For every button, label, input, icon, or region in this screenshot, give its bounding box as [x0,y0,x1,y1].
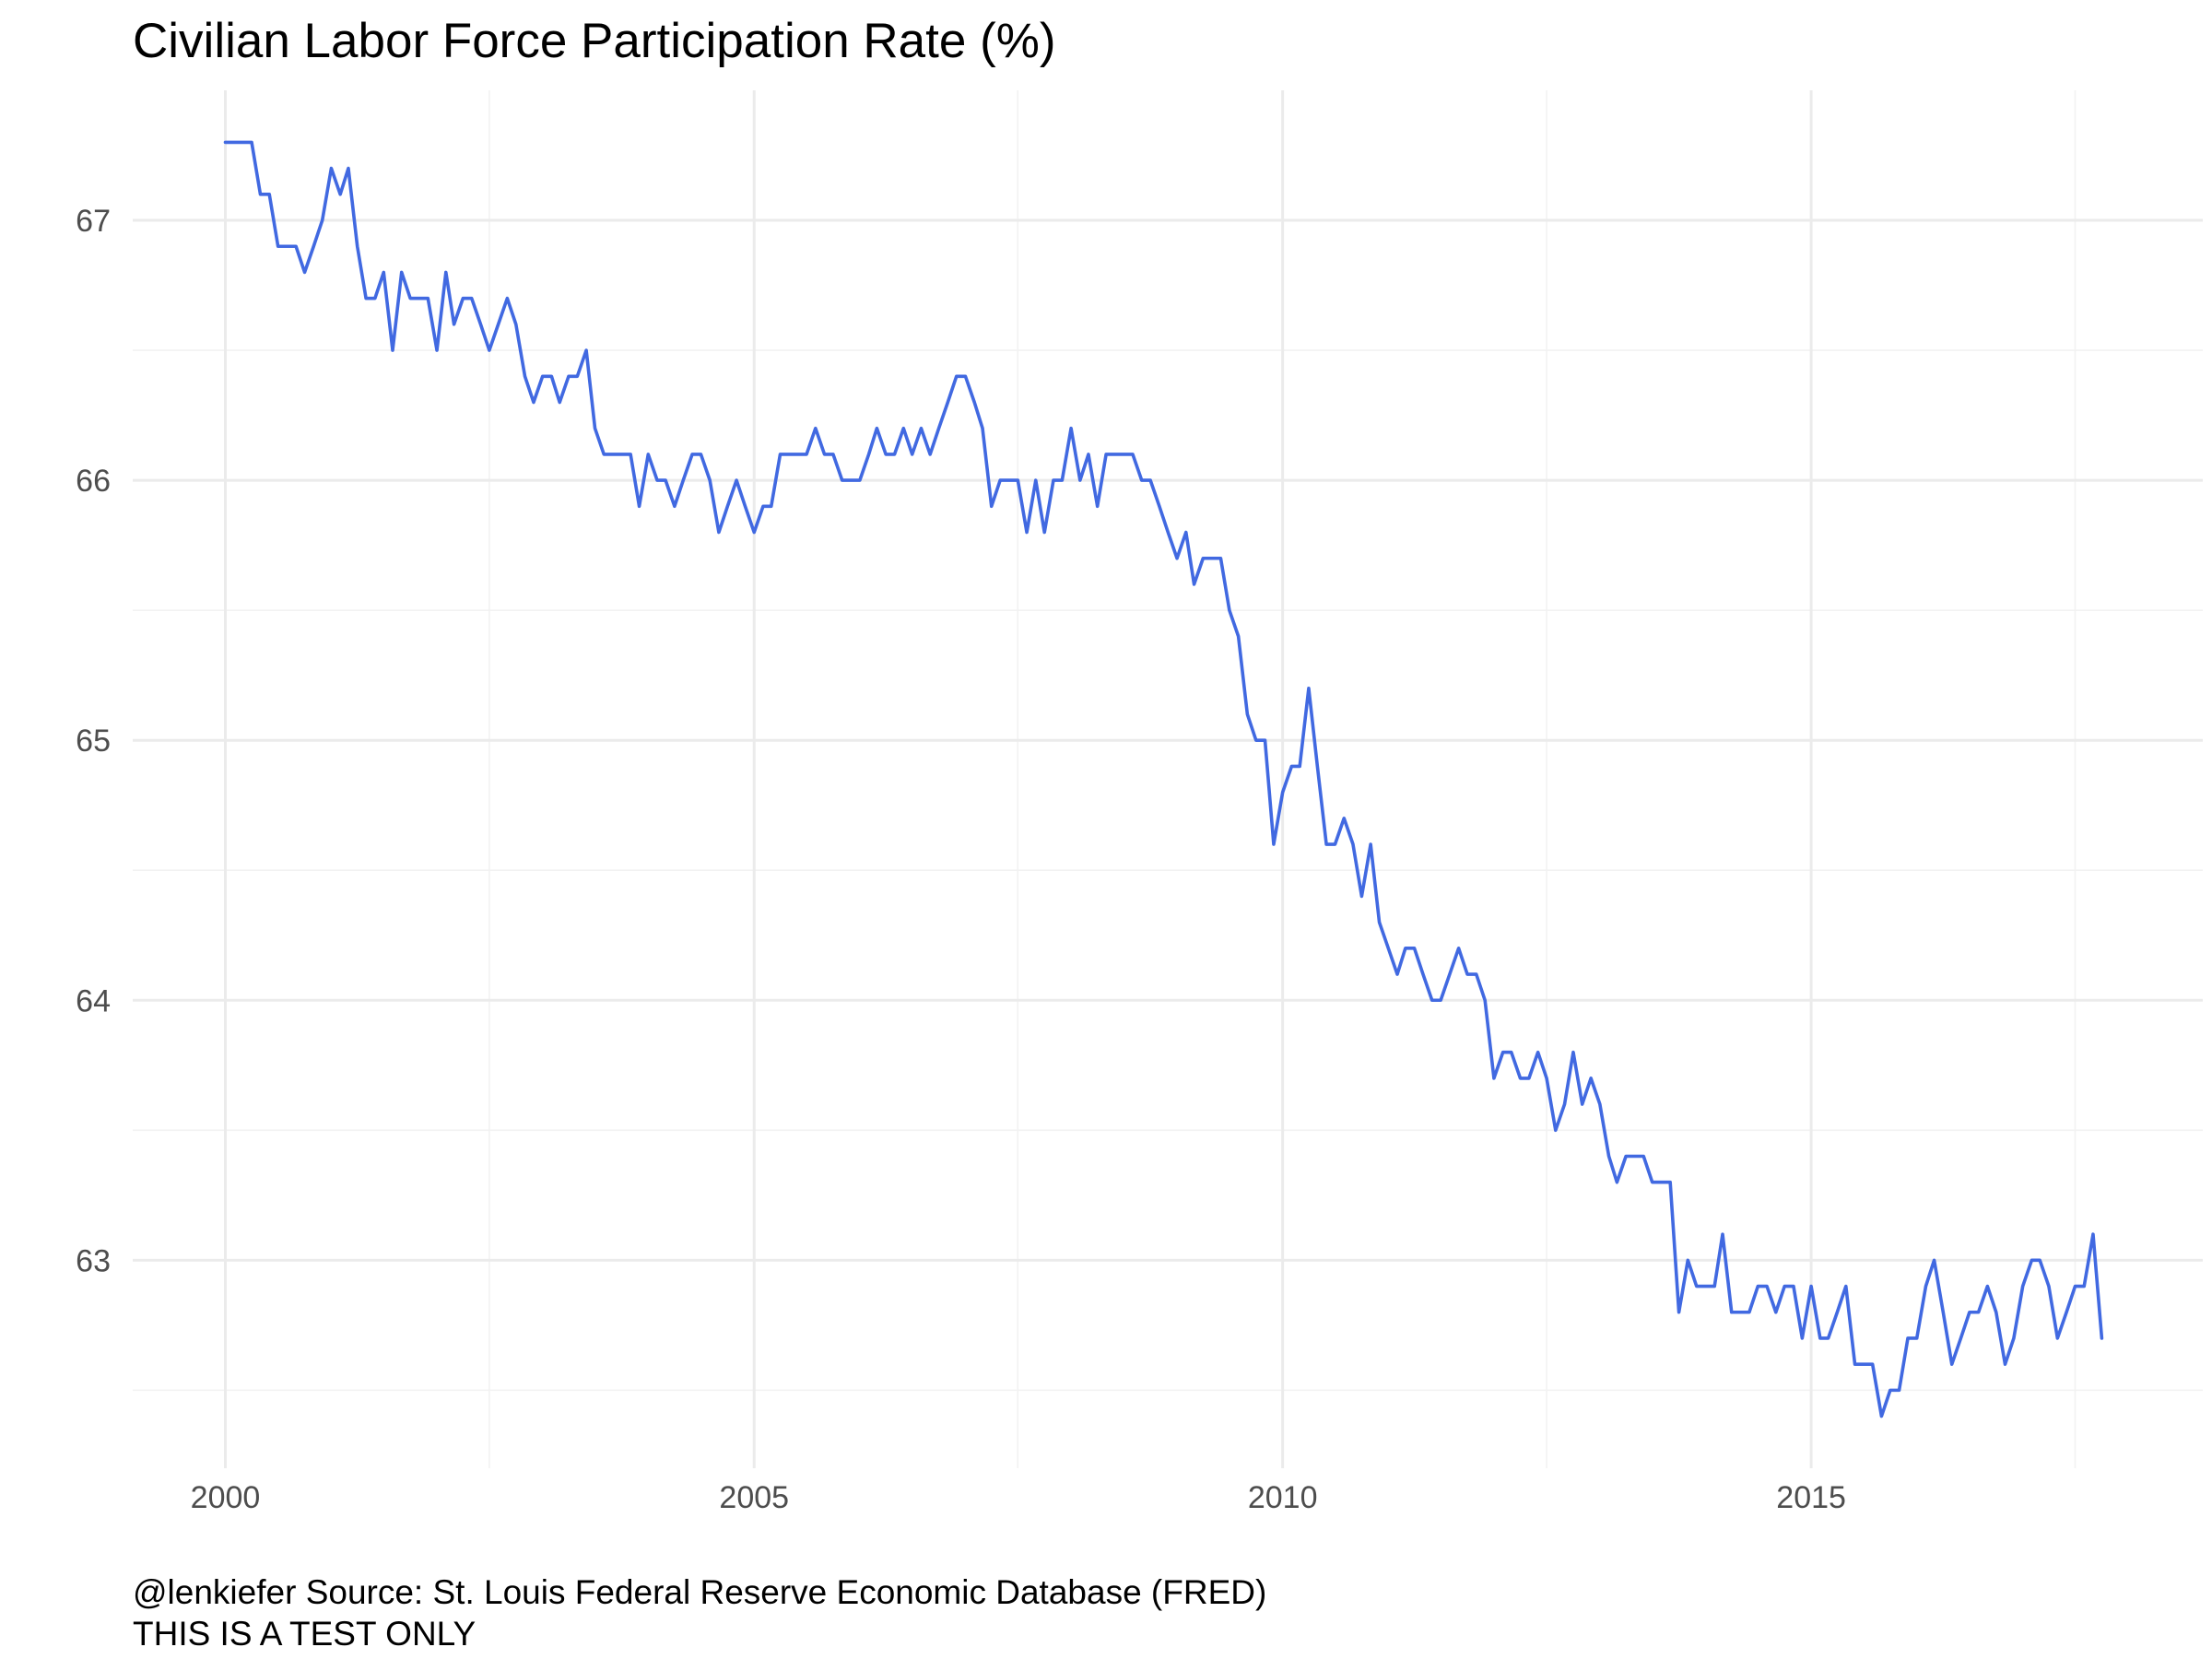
y-tick-label: 63 [76,1243,111,1278]
caption-source: @lenkiefer Source: St. Louis Federal Res… [133,1573,1266,1611]
caption-note: THIS IS A TEST ONLY [133,1615,476,1653]
y-axis-tick-labels: 63 64 65 66 67 [76,204,111,1278]
y-tick-label: 64 [76,983,111,1018]
x-tick-label: 2015 [1776,1480,1846,1515]
chart-title: Civilian Labor Force Participation Rate … [133,14,1056,68]
y-tick-label: 67 [76,204,111,239]
series-layer [223,140,2104,1418]
series-line-0 [223,140,2104,1418]
x-tick-label: 2005 [719,1480,789,1515]
y-tick-label: 66 [76,464,111,499]
x-tick-label: 2010 [1248,1480,1318,1515]
x-tick-label: 2000 [191,1480,261,1515]
y-tick-label: 65 [76,724,111,759]
grid-lines [133,90,2203,1468]
x-axis-tick-labels: 2000 2005 2010 2015 [191,1480,1846,1515]
